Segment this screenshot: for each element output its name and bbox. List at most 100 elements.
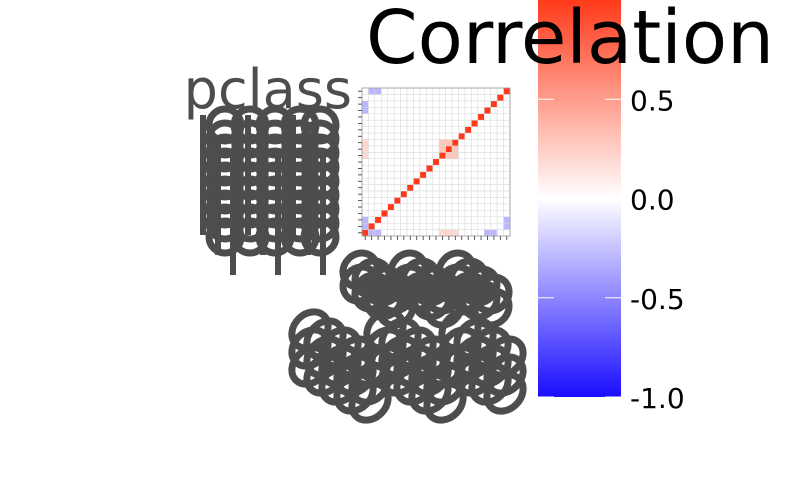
- heatmap-cell: [451, 158, 459, 166]
- heatmap-cell: [387, 171, 395, 179]
- heatmap-cell: [503, 107, 511, 114]
- heatmap-cell: [490, 210, 498, 217]
- heatmap-cell: [503, 152, 511, 160]
- heatmap-cell: [432, 126, 440, 134]
- heatmap-cell: [387, 216, 395, 224]
- colorbar-label: 0.0: [630, 184, 675, 217]
- heatmap-cell: [464, 100, 472, 108]
- overlapping-label-glyph: [305, 135, 311, 255]
- heatmap-cell: [471, 132, 479, 140]
- heatmap-cell: [406, 210, 414, 217]
- heatmap-cell: [361, 203, 369, 211]
- overlapping-label-glyph: [471, 287, 513, 329]
- heatmap-cell: [496, 197, 504, 205]
- heatmap-cell: [406, 119, 414, 127]
- heatmap-cell: [406, 139, 414, 147]
- heatmap-cell: [496, 139, 504, 147]
- heatmap-cell: [381, 216, 388, 224]
- heatmap-cell: [490, 119, 498, 127]
- heatmap-cell: [490, 100, 498, 108]
- heatmap-cell: [406, 145, 414, 153]
- heatmap-cell: [361, 229, 369, 237]
- heatmap-cell: [471, 152, 479, 160]
- heatmap-cell: [406, 107, 414, 114]
- heatmap-cell: [419, 190, 427, 198]
- heatmap-cell: [496, 119, 504, 127]
- heatmap-cell: [413, 119, 421, 127]
- heatmap-cell: [393, 100, 401, 108]
- heatmap-cell: [426, 94, 434, 102]
- heatmap-cell: [400, 203, 408, 211]
- heatmap-cell: [361, 87, 369, 95]
- heatmap-cell: [374, 113, 382, 121]
- heatmap-cell: [406, 177, 414, 185]
- heatmap-cell: [503, 177, 511, 185]
- heatmap-cell: [490, 132, 498, 140]
- overlapping-label-glyph: [200, 115, 206, 235]
- heatmap-cell: [490, 164, 498, 172]
- heatmap-cell: [458, 177, 466, 185]
- heatmap-cell: [368, 132, 376, 140]
- heatmap-cell: [368, 94, 376, 102]
- heatmap-cell: [361, 113, 369, 121]
- heatmap-cell: [393, 164, 401, 172]
- heatmap-cell: [451, 164, 459, 172]
- heatmap-cell: [484, 100, 491, 108]
- heatmap-cell: [503, 203, 511, 211]
- heatmap-cell: [445, 113, 453, 121]
- heatmap-cell: [381, 164, 388, 172]
- heatmap-cell: [438, 126, 446, 134]
- heatmap-cell: [368, 229, 376, 237]
- heatmap-cell: [445, 87, 453, 95]
- heatmap-cell: [406, 229, 414, 237]
- heatmap-cell: [361, 210, 369, 217]
- heatmap-cell: [438, 216, 446, 224]
- heatmap-cell: [496, 87, 504, 95]
- heatmap-cell: [464, 216, 472, 224]
- heatmap-cell: [496, 190, 504, 198]
- heatmap-cell: [374, 87, 382, 95]
- overlapping-label-glyph: [245, 115, 251, 235]
- heatmap-cell: [477, 210, 485, 217]
- heatmap-cell: [406, 94, 414, 102]
- heatmap-cell: [400, 197, 408, 205]
- heatmap-cell: [374, 216, 382, 224]
- heatmap-cell: [368, 145, 376, 153]
- heatmap-cell: [451, 197, 459, 205]
- heatmap-cell: [406, 126, 414, 134]
- heatmap-cell: [490, 190, 498, 198]
- heatmap-cell: [393, 145, 401, 153]
- heatmap-cell: [432, 94, 440, 102]
- heatmap-cell: [368, 107, 376, 114]
- heatmap-cell: [484, 171, 491, 179]
- heatmap-cell: [406, 190, 414, 198]
- heatmap-cell: [368, 126, 376, 134]
- heatmap-cell: [496, 222, 504, 230]
- heatmap-cell: [432, 190, 440, 198]
- y-axis-ticks: [358, 90, 362, 234]
- heatmap-cell: [484, 119, 491, 127]
- heatmap-cell: [381, 177, 388, 185]
- heatmap-cell: [432, 164, 440, 172]
- heatmap-cell: [361, 197, 369, 205]
- heatmap-cell: [413, 132, 421, 140]
- heatmap-cell: [451, 132, 459, 140]
- heatmap-cell: [381, 107, 388, 114]
- heatmap-cell: [484, 177, 491, 185]
- heatmap-cell: [451, 145, 459, 153]
- heatmap-cell: [419, 139, 427, 147]
- heatmap-cell: [361, 158, 369, 166]
- heatmap-cell: [490, 87, 498, 95]
- heatmap-cell: [406, 222, 414, 230]
- heatmap-cell: [503, 216, 511, 224]
- heatmap-cell: [413, 100, 421, 108]
- heatmap-cell: [374, 210, 382, 217]
- heatmap-cell: [361, 190, 369, 198]
- heatmap-cell: [387, 132, 395, 140]
- heatmap-cell: [419, 222, 427, 230]
- heatmap-cell: [503, 145, 511, 153]
- heatmap-cell: [419, 100, 427, 108]
- heatmap-cell: [381, 100, 388, 108]
- heatmap-cell: [361, 139, 369, 147]
- heatmap-cell: [406, 152, 414, 160]
